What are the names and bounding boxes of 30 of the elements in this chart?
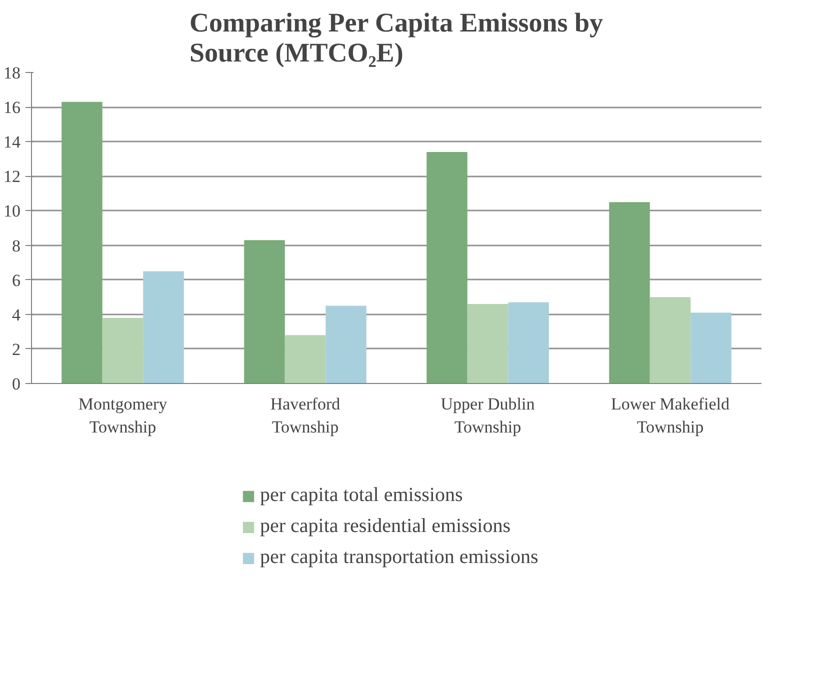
y-tick-label: 10 <box>4 202 20 221</box>
y-tick-label: 0 <box>12 374 20 394</box>
bar <box>508 302 549 384</box>
bar <box>244 240 285 384</box>
y-tick-label: 14 <box>4 132 21 152</box>
y-tick-label: 2 <box>12 340 20 359</box>
x-tick-label: Montgomery Township <box>78 394 168 436</box>
x-tick-label: Haverford Township <box>270 394 341 436</box>
y-tick-label: 16 <box>4 98 20 118</box>
bar <box>62 102 102 384</box>
bar <box>426 152 468 384</box>
bar <box>467 304 508 384</box>
y-tick-label: 12 <box>4 167 20 186</box>
y-tick-label: 8 <box>12 236 20 256</box>
x-tick-label: Lower Makefield Township <box>611 394 730 436</box>
bar <box>609 202 650 384</box>
y-tick-label: 4 <box>12 305 21 324</box>
bar <box>284 335 326 384</box>
y-tick-label: 18 <box>4 64 20 82</box>
legend-label: per capita transportation emissions <box>260 546 538 569</box>
bar <box>102 318 144 384</box>
bar <box>143 271 184 384</box>
bar <box>650 297 691 384</box>
chart-title: Comparing Per Capita Emissons by Source (MTCO₂E) <box>189 8 604 68</box>
y-tick-label: 6 <box>12 270 20 290</box>
bar <box>690 312 732 384</box>
x-tick-label: Upper Dublin Township <box>440 394 536 436</box>
legend-label: per capita residential emissions <box>260 515 510 538</box>
bar <box>326 306 366 384</box>
legend-label: per capita total emissions <box>260 484 463 507</box>
